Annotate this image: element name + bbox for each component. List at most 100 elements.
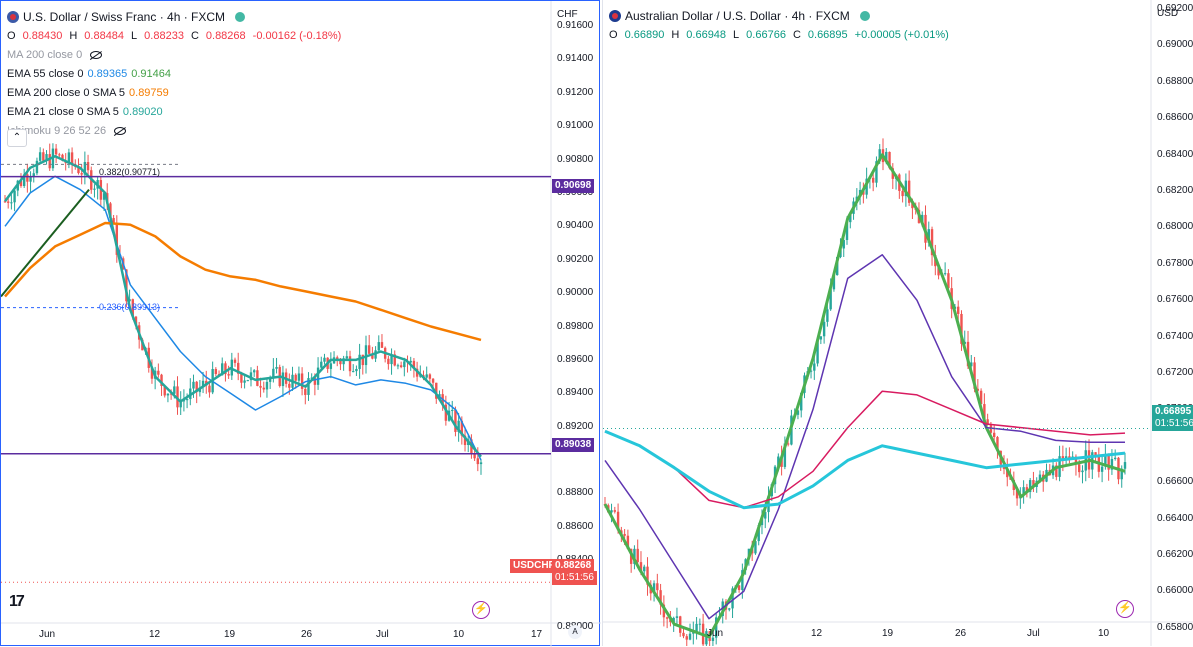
candle-body (403, 361, 406, 368)
candle-body (316, 367, 320, 385)
indicator-ema200[interactable]: EMA 200 close 0 SMA 5 0.89759 (7, 83, 344, 102)
price-tick-label: 0.66000 (1157, 585, 1193, 597)
symbol-header[interactable]: U.S. Dollar / Swiss Franc · 4h · FXCM (7, 7, 344, 26)
bolt-icon[interactable]: ⚡ (1116, 600, 1134, 618)
low-value: 0.88233 (144, 29, 184, 42)
candle-body (361, 354, 364, 366)
candle-body (265, 381, 269, 390)
candle-body (176, 386, 179, 408)
candle-body (819, 336, 823, 340)
ohlc-values: O 0.66890 H 0.66948 L 0.66766 C 0.66895 +0.0… (609, 25, 952, 44)
close-label: C (190, 29, 199, 42)
candle-body (623, 533, 626, 536)
audusd-plot[interactable] (603, 0, 1193, 646)
series-line-ema-200 (4, 221, 482, 342)
indicator-ichimoku[interactable]: Ichimoku 9 26 52 26 (7, 121, 344, 140)
candle-body (911, 202, 914, 209)
hidden-eye-icon[interactable] (114, 126, 127, 135)
candle-body (109, 203, 112, 218)
candle-body (268, 378, 272, 382)
candle-body (35, 160, 39, 174)
indicator-ma200[interactable]: MA 200 close 0 (7, 45, 344, 64)
price-tick-label: 0.69000 (1157, 39, 1193, 51)
price-tick-label: 0.90400 (557, 220, 594, 232)
candle-body (679, 616, 682, 633)
candle-body (67, 152, 71, 164)
candle-body (288, 383, 291, 388)
candle-body (160, 374, 163, 386)
fib-lower-label: 0.236(0.89913) (99, 302, 161, 312)
change-value: -0.00162 (-0.18%) (252, 29, 342, 42)
aud-flag-icon (609, 9, 621, 22)
candle-body (32, 173, 35, 177)
candle-body (352, 371, 355, 373)
time-tick-label: 12 (811, 628, 823, 639)
candle-body (227, 374, 230, 376)
candle-body (86, 162, 90, 171)
high-value: 0.88484 (84, 29, 125, 42)
candle-body (201, 380, 205, 388)
candle-body (907, 180, 911, 203)
candle-body (888, 151, 891, 169)
candle-body (1068, 456, 1071, 459)
candle-body (656, 583, 659, 591)
candle-body (80, 173, 83, 175)
indicator-ema21[interactable]: EMA 21 close 0 SMA 5 0.89020 (7, 102, 344, 121)
candle-body (731, 588, 734, 609)
symbol-header[interactable]: Australian Dollar / U.S. Dollar · 4h · F… (609, 6, 952, 25)
countdown-tag: 01:51:56 (1152, 417, 1193, 431)
candle-body (685, 636, 688, 640)
indicator-ema55[interactable]: EMA 55 close 0 0.89365 0.91464 (7, 64, 344, 83)
candle-body (163, 385, 166, 396)
collapse-legend-button[interactable]: ⌃ (7, 129, 27, 147)
price-tick-label: 0.66200 (1157, 549, 1193, 560)
candle-body (6, 201, 10, 203)
candle-body (342, 358, 345, 365)
candle-body (323, 357, 326, 362)
candle-body (294, 374, 297, 381)
candle-body (10, 202, 13, 204)
open-value: 0.66890 (624, 28, 665, 41)
candle-body (399, 365, 403, 368)
time-tick-label: 10 (1098, 628, 1110, 639)
time-tick-label: Jul (376, 629, 389, 640)
bolt-icon[interactable]: ⚡ (472, 601, 490, 619)
hline-bottom-tag: 0.89038 (552, 438, 595, 452)
candle-body (1015, 489, 1019, 499)
market-open-icon (859, 10, 870, 21)
candle-body (705, 631, 708, 645)
candle-body (150, 367, 154, 379)
candle-body (695, 623, 698, 632)
indicator-value: 0.89365 (87, 67, 128, 80)
candle-body (643, 566, 646, 572)
candle-body (249, 372, 253, 381)
price-tick-label: 0.68800 (1157, 75, 1193, 87)
candle-body (698, 623, 702, 625)
candle-body (826, 309, 829, 322)
candle-body (659, 590, 662, 605)
usdchf-plot[interactable] (1, 1, 601, 647)
price-tick-label: 0.89800 (557, 320, 594, 332)
candle-body (1110, 458, 1114, 470)
candle-body (1038, 474, 1042, 481)
candle-body (192, 381, 195, 389)
tradingview-logo-icon[interactable]: 17 (9, 593, 25, 610)
candle-body (451, 409, 454, 411)
candle-body (38, 152, 42, 161)
candle-body (307, 378, 310, 395)
audusd-chart-panel[interactable]: Australian Dollar / U.S. Dollar · 4h · F… (602, 0, 1193, 646)
candle-body (904, 180, 908, 197)
series-line-green (603, 153, 1126, 639)
hidden-eye-icon[interactable] (90, 50, 103, 59)
auto-scale-button[interactable]: A (568, 625, 582, 639)
candle-body (1074, 456, 1078, 465)
candle-body (930, 229, 934, 256)
candle-body (339, 360, 342, 365)
time-tick-label: Jun (707, 628, 724, 639)
hline-top-tag: 0.90698 (552, 179, 595, 193)
candle-body (93, 188, 96, 190)
candle-body (1025, 487, 1029, 493)
candle-body (377, 342, 380, 351)
